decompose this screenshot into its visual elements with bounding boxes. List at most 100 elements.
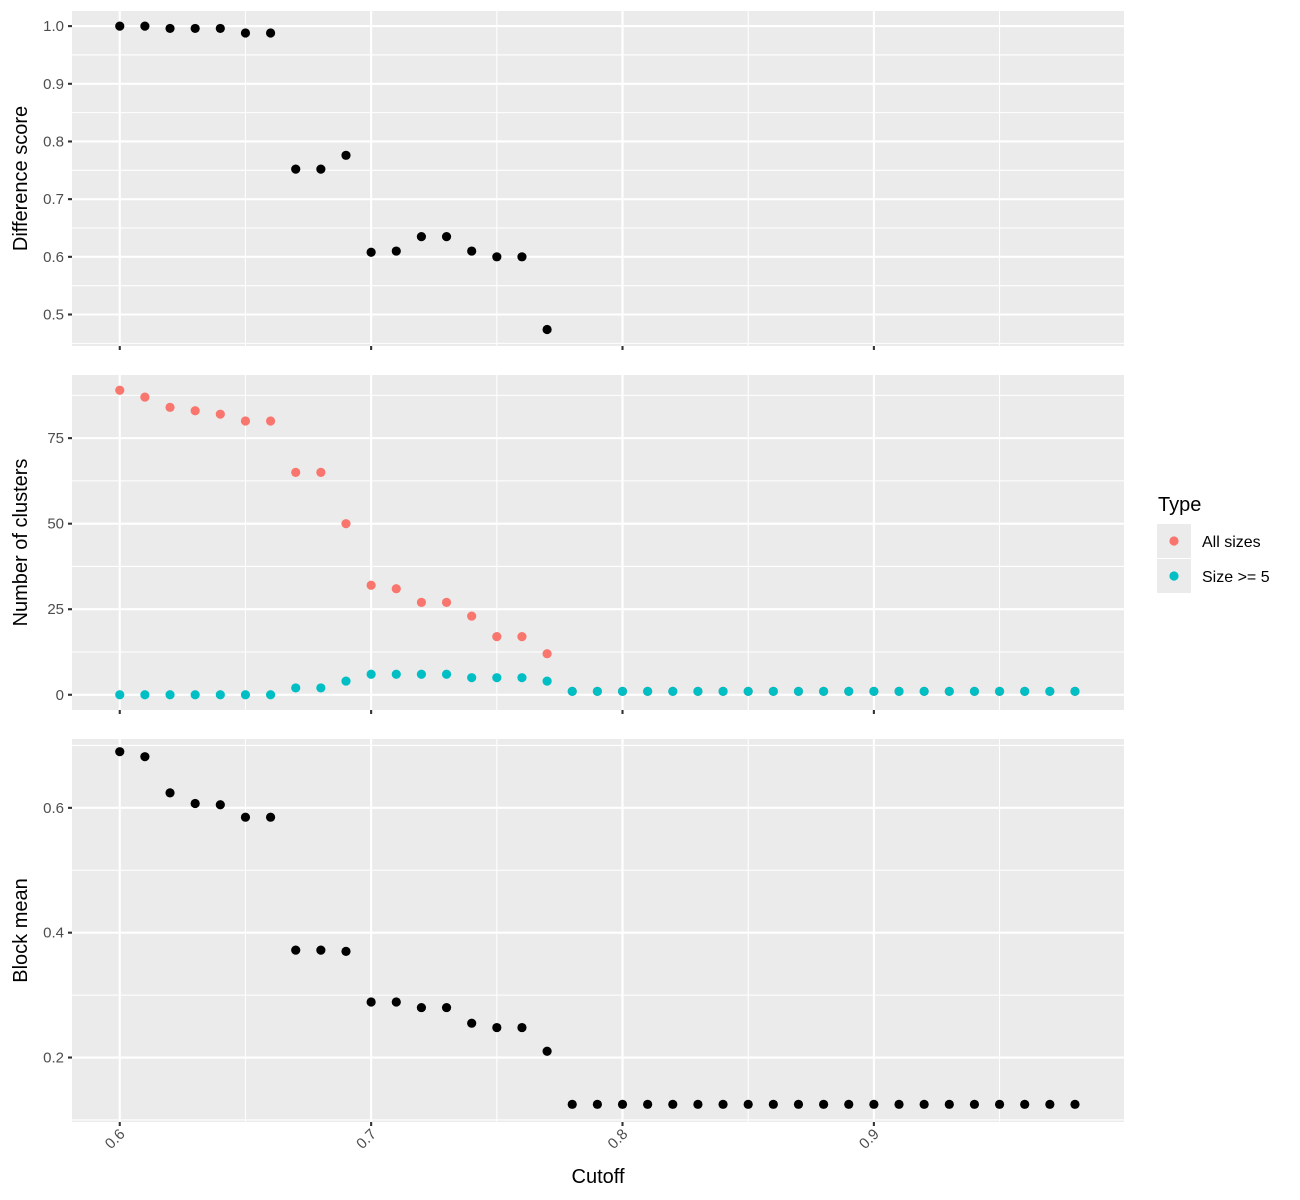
data-point — [467, 1018, 477, 1028]
data-point — [1070, 686, 1080, 696]
panel-number-of-clusters: 0 25 50 75 Number of clusters — [10, 375, 1124, 714]
data-point — [240, 690, 251, 700]
series-points — [115, 747, 1080, 1109]
data-point — [366, 669, 376, 679]
data-point — [542, 676, 552, 686]
data-point — [165, 690, 175, 700]
data-point — [542, 324, 552, 335]
data-point — [743, 686, 753, 696]
data-point — [467, 673, 477, 683]
data-point — [441, 1002, 452, 1013]
data-point — [115, 21, 125, 31]
data-point — [844, 686, 854, 696]
data-point — [743, 1099, 753, 1109]
panel-background — [72, 375, 1124, 710]
data-point — [894, 1099, 904, 1109]
data-point — [391, 584, 401, 594]
data-point — [416, 232, 427, 242]
legend-key-point — [1169, 571, 1179, 581]
data-point — [793, 1099, 804, 1109]
data-point — [1070, 1099, 1080, 1109]
data-point — [944, 686, 954, 696]
data-point — [467, 246, 477, 256]
data-point — [517, 252, 527, 262]
data-point — [366, 997, 376, 1007]
data-point — [819, 686, 829, 696]
data-point — [316, 945, 326, 955]
data-point — [768, 686, 778, 696]
data-point — [316, 164, 326, 174]
data-point — [492, 673, 502, 683]
legend: Type All sizes Size >= 5 — [1157, 494, 1270, 593]
data-point — [643, 1099, 653, 1109]
panel-difference-score: 0.5 0.6 0.7 0.8 0.9 1.0 Difference score — [10, 11, 1124, 350]
panel-background — [72, 739, 1124, 1122]
data-point — [617, 686, 628, 696]
data-point — [265, 690, 276, 700]
data-point — [768, 1099, 778, 1109]
data-point — [115, 385, 125, 395]
panel-background — [72, 11, 1124, 346]
panel-block-mean: 0.2 0.4 0.6 0.6 0.7 0.8 0.9 Block mean Cutoff — [10, 739, 1124, 1188]
x-tick-label: 0.7 — [353, 1126, 380, 1153]
data-point — [316, 683, 326, 693]
y-tick-label: 0.8 — [43, 133, 64, 150]
data-point — [542, 1046, 552, 1056]
y-tick-label: 0.5 — [43, 307, 64, 324]
data-point — [894, 686, 904, 696]
data-point — [944, 1099, 954, 1109]
y-tick-label: 0.4 — [43, 925, 64, 942]
data-point — [115, 747, 125, 757]
data-point — [844, 1099, 854, 1109]
data-point — [441, 597, 452, 607]
legend-key-point — [1169, 536, 1179, 546]
data-point — [215, 800, 225, 810]
y-tick-label: 0.6 — [43, 800, 64, 817]
data-point — [140, 392, 150, 402]
data-point — [140, 752, 150, 762]
data-point — [265, 28, 276, 38]
data-point — [492, 1022, 502, 1033]
data-point — [416, 597, 427, 607]
data-point — [793, 686, 804, 696]
data-point — [391, 669, 401, 679]
x-axis-title: Cutoff — [572, 1166, 625, 1188]
data-point — [517, 1022, 527, 1033]
y-tick-label: 1.0 — [43, 18, 64, 35]
y-tick-label: 0.9 — [43, 76, 64, 93]
data-point — [542, 649, 552, 659]
data-point — [316, 467, 326, 477]
data-point — [416, 1002, 427, 1013]
y-axis-title: Difference score — [10, 106, 32, 251]
data-point — [341, 519, 351, 529]
data-point — [441, 669, 452, 679]
data-point — [869, 1099, 879, 1109]
data-point — [1020, 686, 1030, 696]
data-point — [240, 812, 251, 822]
y-tick-label: 75 — [47, 430, 64, 447]
x-tick-label: 0.6 — [102, 1126, 129, 1153]
y-tick-label: 0.6 — [43, 249, 64, 266]
data-point — [341, 946, 351, 957]
data-point — [190, 798, 200, 809]
data-point — [668, 1099, 678, 1109]
data-point — [291, 683, 301, 693]
data-point — [441, 232, 452, 242]
y-tick-label: 0.2 — [43, 1050, 64, 1067]
data-point — [366, 247, 376, 257]
data-point — [718, 1099, 728, 1109]
data-point — [165, 23, 175, 34]
data-point — [215, 409, 225, 419]
data-point — [291, 164, 301, 174]
data-point — [240, 28, 251, 38]
data-point — [215, 23, 225, 34]
data-point — [492, 632, 502, 642]
data-point — [1045, 686, 1055, 696]
y-tick-label: 25 — [47, 601, 64, 618]
data-point — [291, 945, 301, 955]
y-tick-label: 0 — [56, 687, 64, 704]
data-point — [517, 632, 527, 642]
data-point — [969, 686, 980, 696]
y-tick-label: 50 — [47, 516, 64, 533]
